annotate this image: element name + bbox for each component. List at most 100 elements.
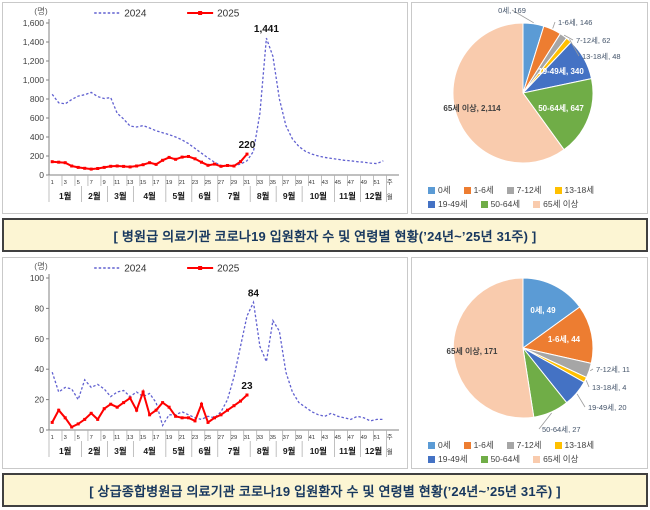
legend-swatch: [554, 186, 562, 194]
svg-text:1: 1: [51, 180, 54, 186]
legend-item-19-49세: 19-49세: [428, 452, 468, 466]
legend-item-13-18세: 13-18세: [554, 183, 594, 197]
legend-item-1-6세: 1-6세: [463, 183, 494, 197]
svg-text:6월: 6월: [198, 191, 211, 201]
tertiary-age-pie-svg: 0세, 49 1-6세, 44 7-12세, 11 13-18세, 4 19-49세, …: [447, 277, 630, 434]
annotations: 84 23: [241, 288, 259, 392]
series-2025-markers: [50, 152, 249, 171]
svg-text:35: 35: [270, 180, 276, 186]
svg-text:2024: 2024: [124, 264, 147, 275]
svg-text:1,200: 1,200: [23, 56, 45, 66]
svg-text:8월: 8월: [257, 191, 270, 201]
svg-text:0: 0: [39, 425, 44, 435]
pie-slice-1: [521, 306, 594, 364]
pie-slice-5: [522, 78, 594, 151]
legend-swatch: [554, 441, 562, 449]
svg-text:41: 41: [309, 180, 315, 186]
svg-text:3: 3: [64, 180, 67, 186]
svg-text:21: 21: [179, 435, 185, 441]
svg-text:8월: 8월: [257, 446, 270, 456]
svg-text:25: 25: [205, 435, 211, 441]
svg-text:49: 49: [361, 435, 367, 441]
svg-text:25: 25: [205, 180, 211, 186]
legend-swatch: [428, 441, 435, 449]
line-legend: 2024 2025: [94, 9, 240, 20]
pie-slices: [452, 22, 594, 164]
svg-text:21: 21: [179, 180, 185, 186]
svg-text:9: 9: [103, 180, 106, 186]
svg-text:15: 15: [140, 180, 146, 186]
svg-text:7: 7: [90, 180, 93, 186]
hospital-age-pie-chart: 0세, 169 1-6세, 146 7-12세, 62 13-18세, 48 19-49…: [411, 2, 648, 214]
svg-text:13-18세, 48: 13-18세, 48: [582, 52, 621, 61]
svg-text:1,600: 1,600: [23, 18, 45, 28]
svg-text:13-18세, 4: 13-18세, 4: [592, 383, 626, 392]
svg-text:1,441: 1,441: [254, 24, 279, 35]
svg-text:주: 주: [387, 433, 393, 441]
legend-item-7-12세: 7-12세: [506, 183, 542, 197]
pie-labels: 0세, 49 1-6세, 44 7-12세, 11 13-18세, 4 19-49세, …: [447, 305, 630, 434]
svg-text:49: 49: [361, 180, 367, 186]
svg-text:23: 23: [192, 435, 198, 441]
label-leader: [569, 39, 580, 57]
svg-text:31: 31: [244, 435, 250, 441]
label-leader: [585, 380, 590, 388]
series-2025-markers: [50, 390, 249, 429]
svg-text:39: 39: [296, 180, 302, 186]
series-2025-line: [51, 388, 248, 429]
svg-text:1-6세, 44: 1-6세, 44: [548, 334, 581, 344]
svg-text:84: 84: [248, 288, 260, 299]
legend-item-65세 이상: 65세 이상: [533, 452, 578, 466]
svg-text:5월: 5월: [173, 191, 186, 201]
legend-swatch: [428, 200, 435, 208]
tertiary-line-chart: (명) 0 20 40 60 80 100 1 3 5 7 9 11 13 15 17 19 21 23 25 27 29…: [2, 257, 408, 469]
svg-text:월: 월: [387, 447, 393, 456]
svg-text:5: 5: [77, 180, 80, 186]
svg-text:37: 37: [283, 435, 289, 441]
svg-text:2월: 2월: [88, 446, 101, 456]
legend-swatch: [428, 455, 435, 463]
legend-item-65세 이상: 65세 이상: [533, 197, 578, 211]
hospital-caption: [ 병원급 의료기관 코로나19 입원환자 수 및 연령별 현황(’24년~’2…: [2, 218, 648, 252]
svg-text:1,000: 1,000: [23, 75, 45, 85]
legend-item-7-12세: 7-12세: [506, 438, 542, 452]
svg-text:(명): (명): [34, 261, 48, 271]
svg-text:13: 13: [127, 435, 133, 441]
svg-text:41: 41: [309, 435, 315, 441]
svg-text:12월: 12월: [365, 446, 382, 456]
svg-text:1월: 1월: [59, 191, 72, 201]
svg-text:65세 이상, 171: 65세 이상, 171: [447, 346, 499, 356]
svg-text:11월: 11월: [339, 191, 356, 201]
legend-item-13-18세: 13-18세: [554, 438, 594, 452]
svg-text:11: 11: [114, 435, 120, 441]
svg-text:220: 220: [239, 140, 256, 151]
pie-slice-6: [452, 22, 565, 164]
svg-text:월: 월: [387, 192, 393, 201]
legend-swatch: [533, 455, 541, 463]
svg-text:10월: 10월: [310, 446, 327, 456]
svg-text:29: 29: [231, 180, 237, 186]
svg-text:15: 15: [140, 435, 146, 441]
svg-text:47: 47: [348, 435, 354, 441]
svg-text:7월: 7월: [228, 191, 241, 201]
svg-text:29: 29: [231, 435, 237, 441]
svg-text:17: 17: [153, 435, 159, 441]
svg-text:11월: 11월: [339, 446, 356, 456]
svg-text:45: 45: [335, 180, 341, 186]
label-leader: [552, 21, 556, 29]
legend-item-1-6세: 1-6세: [463, 438, 494, 452]
svg-text:9월: 9월: [283, 446, 296, 456]
svg-text:5월: 5월: [173, 446, 186, 456]
svg-text:33: 33: [257, 180, 263, 186]
series-2024-line: [51, 300, 384, 428]
pie-slice-6: [452, 277, 535, 419]
svg-text:45: 45: [335, 435, 341, 441]
svg-text:19-49세, 20: 19-49세, 20: [588, 403, 627, 412]
svg-text:0세, 169: 0세, 169: [498, 6, 526, 15]
svg-text:27: 27: [218, 180, 224, 186]
legend-swatch: [463, 441, 471, 449]
svg-text:37: 37: [283, 180, 289, 186]
legend-swatch: [480, 455, 488, 463]
